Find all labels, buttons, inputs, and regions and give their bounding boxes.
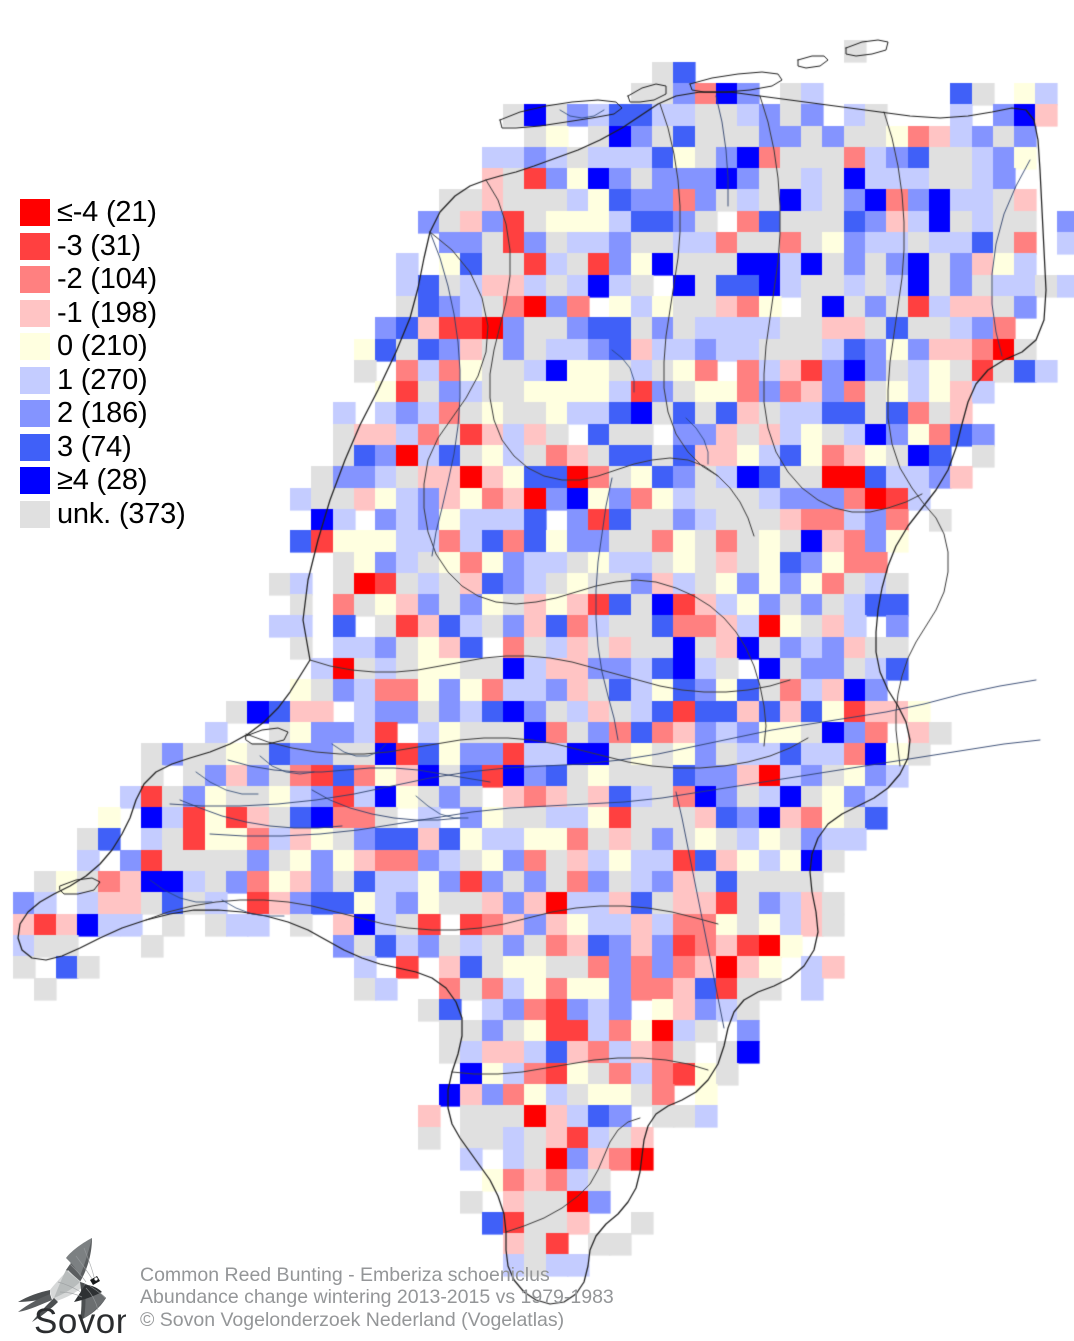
legend-item-4[interactable]: ≥4 (28): [20, 464, 186, 498]
legend-item-label: 0 (210): [57, 330, 148, 363]
legend-swatch-icon: [20, 433, 50, 461]
footer: Sovon Common Reed Bunting - Emberiza sch…: [0, 1232, 1074, 1341]
legend-swatch-icon: [20, 266, 50, 294]
legend-item-label: -2 (104): [57, 263, 157, 296]
svg-text:Sovon: Sovon: [34, 1302, 126, 1336]
sovon-wordmark: Sovon: [34, 1302, 135, 1341]
legend-swatch-icon: [20, 199, 50, 227]
legend-item-neg1[interactable]: -1 (198): [20, 297, 186, 331]
legend-swatch-icon: [20, 366, 50, 394]
legend-item-3[interactable]: 3 (74): [20, 431, 186, 465]
map-caption: Common Reed Bunting - Emberiza schoenicl…: [140, 1264, 614, 1331]
legend-item-neg3[interactable]: -3 (31): [20, 230, 186, 264]
legend-item-0[interactable]: 0 (210): [20, 330, 186, 364]
legend-item-unk[interactable]: unk. (373): [20, 498, 186, 532]
legend-item-label: -3 (31): [57, 229, 142, 262]
legend-item-label: ≤-4 (21): [57, 196, 157, 229]
legend-swatch-icon: [20, 467, 50, 495]
legend-item-label: ≥4 (28): [57, 464, 148, 497]
abundance-change-legend: ≤-4 (21) -3 (31) -2 (104) -1 (198) 0 (210) 1 …: [20, 196, 186, 531]
legend-item-1[interactable]: 1 (270): [20, 364, 186, 398]
legend-item-label: 2 (186): [57, 397, 148, 430]
legend-item-label: 1 (270): [57, 363, 148, 396]
legend-swatch-icon: [20, 299, 50, 327]
legend-item-label: unk. (373): [57, 497, 186, 530]
sovon-swallow-logo: Sovon: [14, 1232, 135, 1341]
legend-swatch-icon: [20, 500, 50, 528]
legend-swatch-icon: [20, 232, 50, 260]
swallow-icon: [18, 1238, 106, 1322]
caption-line-copyright: © Sovon Vogelonderzoek Nederland (Vogela…: [140, 1308, 565, 1331]
sovon-logo-svg: Sovon: [18, 1238, 135, 1341]
legend-swatch-icon: [20, 333, 50, 361]
legend-item-label: 3 (74): [57, 430, 132, 463]
legend-item-neg4[interactable]: ≤-4 (21): [20, 196, 186, 230]
caption-line-species: Common Reed Bunting - Emberiza schoenicl…: [140, 1264, 550, 1286]
legend-item-neg2[interactable]: -2 (104): [20, 263, 186, 297]
caption-line-metric: Abundance change wintering 2013-2015 vs …: [140, 1286, 614, 1309]
legend-item-label: -1 (198): [57, 296, 157, 329]
legend-item-2[interactable]: 2 (186): [20, 397, 186, 431]
legend-swatch-icon: [20, 400, 50, 428]
